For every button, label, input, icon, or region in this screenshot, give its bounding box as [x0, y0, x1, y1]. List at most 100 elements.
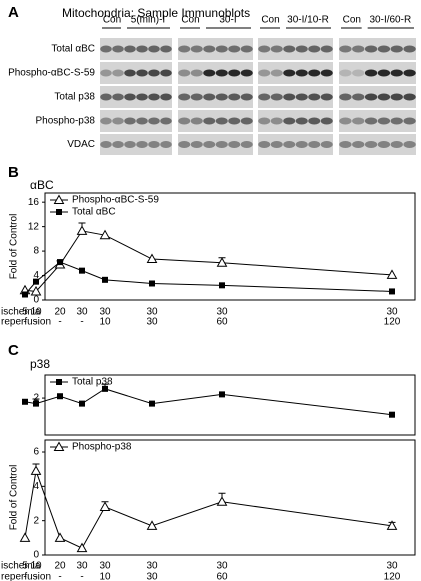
band: [270, 69, 283, 77]
blot-title: Mitochondria: Sample Immunoblots: [62, 6, 250, 20]
band: [377, 93, 391, 101]
band: [364, 117, 378, 125]
x-row-label: ischemia: [1, 561, 41, 572]
blot: [178, 62, 253, 84]
band: [320, 141, 333, 148]
marker: [57, 259, 63, 266]
group-label: 30-I/10-R: [287, 15, 329, 26]
band: [136, 93, 148, 101]
band: [352, 141, 365, 148]
marker: [386, 269, 398, 279]
band: [228, 93, 241, 101]
x-tick-label: 30: [386, 307, 398, 318]
row-label: Total p38: [54, 92, 95, 103]
blot: [100, 110, 172, 132]
x-tick-label: 30: [99, 561, 111, 572]
x-tick-label: 20: [54, 307, 66, 318]
band: [160, 93, 172, 101]
panel-letter: C: [8, 342, 19, 359]
blot: [100, 86, 172, 108]
blot: [258, 62, 333, 84]
band: [352, 93, 365, 101]
legend-label: Total p38: [72, 377, 113, 388]
x-tick-label: 120: [384, 317, 401, 328]
band: [100, 69, 112, 77]
marker: [102, 276, 108, 283]
y-tick-label: 0: [33, 295, 39, 306]
band: [270, 141, 283, 148]
band: [270, 93, 283, 101]
marker: [149, 400, 155, 407]
band: [124, 69, 136, 77]
series-line: [24, 230, 393, 292]
band: [215, 117, 228, 125]
blot: [339, 134, 416, 155]
y-tick-label: 2: [33, 393, 39, 404]
x-tick-label: -: [34, 572, 37, 581]
y-axis-label: Fold of Control: [9, 214, 20, 280]
blot: [258, 38, 333, 60]
band: [203, 69, 216, 77]
plot-frame: [44, 192, 416, 301]
band: [377, 69, 391, 77]
band: [148, 93, 160, 101]
band: [203, 45, 216, 53]
group-label: Con: [181, 15, 199, 26]
series-line: [24, 388, 393, 416]
band: [364, 45, 378, 53]
marker: [33, 278, 39, 285]
band: [124, 117, 136, 125]
marker: [146, 520, 158, 530]
x-tick-label: 30: [76, 307, 88, 318]
band: [136, 117, 148, 125]
band: [308, 117, 321, 125]
band: [112, 117, 124, 125]
marker: [146, 253, 158, 264]
band: [160, 141, 172, 148]
band: [403, 69, 416, 77]
band: [308, 93, 321, 101]
band: [295, 93, 308, 101]
x-tick-label: 30: [216, 307, 228, 318]
panel-letter: B: [8, 164, 19, 181]
group-label: 5(min)-I: [131, 15, 165, 26]
blot: [100, 62, 172, 84]
marker: [54, 532, 66, 542]
x-tick-label: 30: [386, 561, 398, 572]
x-tick-label: 30: [216, 561, 228, 572]
x-row-label: ischemia: [1, 307, 41, 318]
plot-frame: [44, 374, 416, 436]
band: [320, 45, 333, 53]
band: [308, 45, 321, 53]
band: [148, 69, 160, 77]
band: [160, 69, 172, 77]
band: [215, 93, 228, 101]
band: [270, 117, 283, 125]
x-tick-label: -: [58, 572, 61, 581]
x-tick-label: -: [34, 317, 37, 328]
x-tick-label: 30: [146, 307, 158, 318]
marker: [33, 400, 39, 407]
band: [320, 117, 333, 125]
blot: [258, 134, 333, 155]
blot: [178, 110, 253, 132]
marker: [76, 542, 88, 553]
legend-label: Total αBC: [72, 207, 116, 218]
blot: [178, 38, 253, 60]
band: [124, 93, 136, 101]
band: [377, 117, 391, 125]
marker: [389, 411, 395, 418]
band: [339, 93, 352, 101]
band: [352, 69, 365, 77]
x-tick-label: 5: [22, 561, 28, 572]
band: [112, 93, 124, 101]
band: [258, 141, 271, 148]
band: [148, 117, 160, 125]
band: [352, 45, 365, 53]
blot: [339, 62, 416, 84]
band: [339, 69, 352, 77]
band: [100, 45, 112, 53]
marker: [57, 393, 63, 400]
band: [160, 45, 172, 53]
band: [403, 141, 416, 148]
